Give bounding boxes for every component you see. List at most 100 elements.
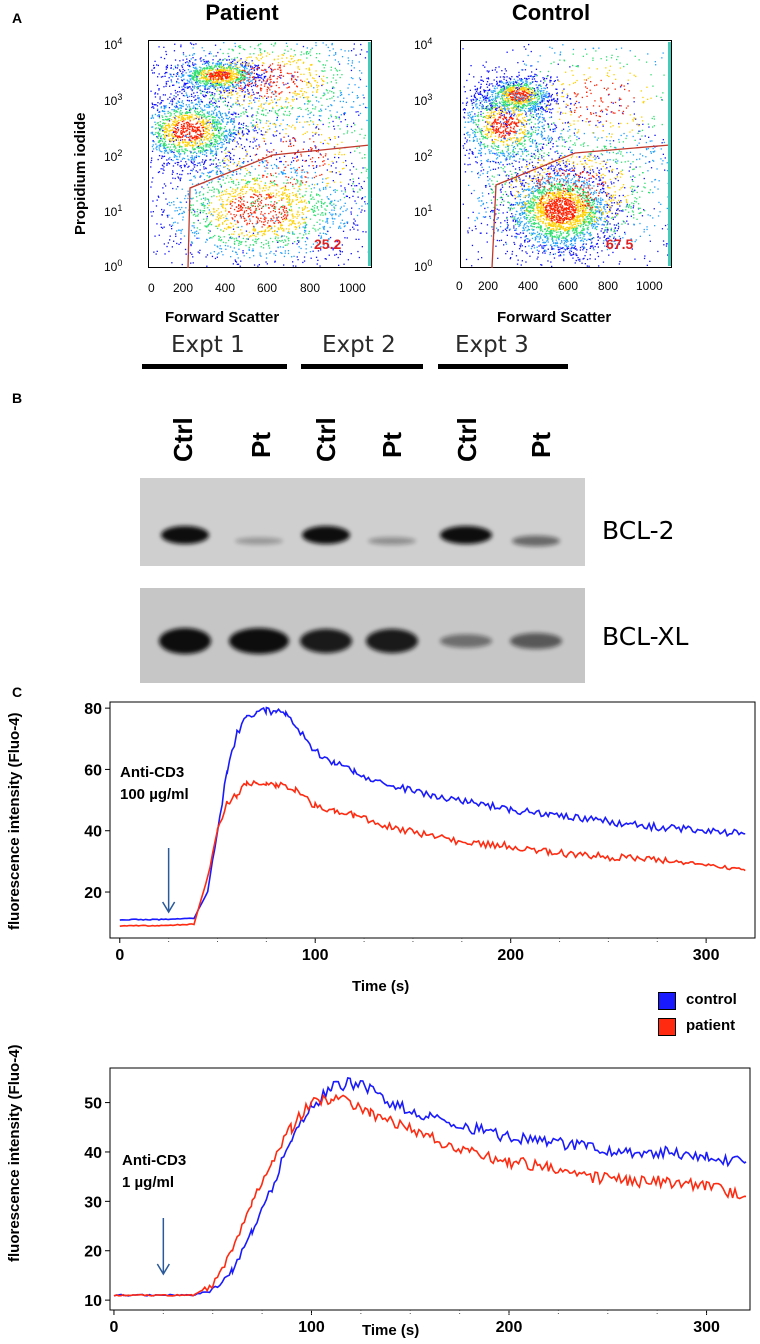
calcium-x-axis-title-2: Time (s) bbox=[362, 1322, 420, 1339]
western-blot bbox=[140, 478, 585, 683]
blot-strip-bclxl bbox=[140, 588, 585, 683]
lane-label: Pt bbox=[526, 432, 556, 458]
flow-x-tick-patient: 400 bbox=[215, 281, 236, 295]
series-line-control bbox=[119, 706, 746, 921]
flow-plot-patient bbox=[148, 40, 372, 268]
gate-percent-patient: 25.2 bbox=[314, 236, 342, 252]
plot-frame bbox=[148, 40, 372, 268]
flow-x-axis-title-control: Forward Scatter bbox=[497, 309, 612, 326]
band-bclxl bbox=[300, 628, 352, 654]
dot-cloud bbox=[150, 42, 372, 267]
x-tick-label: 0 bbox=[115, 947, 124, 964]
stimulus-arrowhead bbox=[156, 1263, 170, 1276]
flow-y-tick-control: 103 bbox=[414, 92, 433, 108]
protein-label-bclxl: BCL-XL bbox=[602, 622, 689, 651]
flow-x-tick-control: 1000 bbox=[636, 279, 663, 293]
protein-label-bcl2: BCL-2 bbox=[602, 516, 675, 545]
series-line-control bbox=[113, 1076, 747, 1297]
y-tick-label: 40 bbox=[84, 1145, 102, 1162]
band-bcl2 bbox=[512, 535, 560, 547]
stimulus-arrowhead bbox=[161, 901, 176, 914]
panel-label-c: C bbox=[12, 684, 23, 700]
flow-x-tick-control: 0 bbox=[456, 279, 463, 293]
dot-cloud bbox=[462, 43, 672, 268]
y-tick-label: 50 bbox=[84, 1096, 102, 1113]
legend-swatch-control bbox=[658, 992, 676, 1010]
calcium-chart-low-dose: 0 100 200 300 10 20 30 40 50 bbox=[84, 1067, 751, 1336]
band-bclxl bbox=[159, 628, 211, 654]
gate-line bbox=[187, 144, 371, 268]
x-tick-label: 300 bbox=[693, 1319, 720, 1336]
x-tick-label: 100 bbox=[302, 947, 329, 964]
gate-percent-control: 67.5 bbox=[606, 236, 634, 252]
band-bcl2 bbox=[302, 526, 350, 544]
flow-y-tick-patient: 103 bbox=[104, 92, 123, 108]
y-tick-label: 10 bbox=[84, 1293, 102, 1310]
flow-title-control: Control bbox=[511, 0, 591, 25]
scale-strip bbox=[668, 42, 671, 266]
flow-y-tick-control: 104 bbox=[414, 36, 433, 52]
y-tick-label: 20 bbox=[84, 885, 102, 902]
flow-plot-control bbox=[460, 40, 672, 268]
lane-label: Pt bbox=[377, 432, 407, 458]
lane-label: Pt bbox=[246, 432, 276, 458]
experiment-label-3: Expt 3 bbox=[455, 332, 529, 358]
legend-label-control: control bbox=[686, 991, 737, 1008]
scale-strip bbox=[368, 42, 371, 266]
calcium-chart-high-dose: 0 100 200 300 20 40 60 80 bbox=[84, 701, 756, 964]
experiment-label-2: Expt 2 bbox=[322, 332, 396, 358]
lane-label: Ctrl bbox=[452, 417, 482, 462]
experiment-bar-3 bbox=[438, 364, 568, 369]
flow-y-tick-patient: 101 bbox=[104, 203, 123, 219]
flow-y-tick-patient: 104 bbox=[104, 36, 123, 52]
experiment-bar-2 bbox=[301, 364, 423, 369]
series-line-patient bbox=[119, 779, 746, 927]
x-tick-label: 100 bbox=[298, 1319, 325, 1336]
flow-x-tick-patient: 1000 bbox=[339, 281, 366, 295]
calcium-y-axis-title-1: fluorescence intensity (Fluo-4) bbox=[6, 712, 23, 930]
flow-title-patient: Patient bbox=[205, 0, 279, 25]
band-bclxl bbox=[440, 634, 492, 648]
flow-x-tick-patient: 200 bbox=[173, 281, 194, 295]
band-bclxl bbox=[510, 632, 562, 650]
panel-label-b: B bbox=[12, 390, 23, 406]
flow-y-axis-title: Propidium iodide bbox=[72, 112, 89, 236]
y-tick-label: 40 bbox=[84, 824, 102, 841]
flow-x-tick-control: 400 bbox=[518, 279, 539, 293]
flow-x-tick-patient: 800 bbox=[300, 281, 321, 295]
x-tick-label: 0 bbox=[109, 1319, 118, 1336]
band-bclxl bbox=[229, 628, 289, 654]
plot-frame bbox=[109, 1067, 751, 1311]
legend-swatch-patient bbox=[658, 1018, 676, 1036]
flow-y-tick-control: 101 bbox=[414, 203, 433, 219]
stimulus-annotation-1: Anti-CD3 100 µg/ml bbox=[120, 764, 189, 803]
flow-y-tick-control: 102 bbox=[414, 148, 433, 164]
flow-x-axis-title-patient: Forward Scatter bbox=[165, 309, 280, 326]
y-tick-label: 60 bbox=[84, 762, 102, 779]
band-bcl2 bbox=[161, 526, 209, 544]
x-tick-label: 200 bbox=[497, 947, 524, 964]
experiment-label-1: Expt 1 bbox=[171, 332, 245, 358]
flow-y-tick-patient: 100 bbox=[104, 258, 123, 274]
calcium-x-axis-title-1: Time (s) bbox=[352, 978, 410, 995]
calcium-y-axis-title-2: fluorescence intensity (Fluo-4) bbox=[6, 1044, 23, 1262]
x-tick-label: 300 bbox=[693, 947, 720, 964]
panel-label-a: A bbox=[12, 10, 23, 26]
flow-x-tick-control: 200 bbox=[478, 279, 499, 293]
series-line-patient bbox=[113, 1093, 747, 1297]
y-tick-label: 80 bbox=[84, 701, 102, 718]
flow-x-tick-control: 800 bbox=[598, 279, 619, 293]
band-bcl2 bbox=[368, 537, 416, 545]
legend-label-patient: patient bbox=[686, 1017, 736, 1034]
flow-y-tick-control: 100 bbox=[414, 258, 433, 274]
x-tick-label: 200 bbox=[496, 1319, 523, 1336]
plot-frame bbox=[109, 701, 756, 939]
blot-strip-bcl2 bbox=[140, 478, 585, 566]
band-bcl2 bbox=[235, 537, 283, 545]
band-bcl2 bbox=[440, 526, 492, 544]
flow-x-tick-control: 600 bbox=[558, 279, 579, 293]
lane-label: Ctrl bbox=[168, 417, 198, 462]
flow-y-tick-patient: 102 bbox=[104, 148, 123, 164]
flow-x-tick-patient: 600 bbox=[257, 281, 278, 295]
flow-x-tick-patient: 0 bbox=[148, 281, 155, 295]
